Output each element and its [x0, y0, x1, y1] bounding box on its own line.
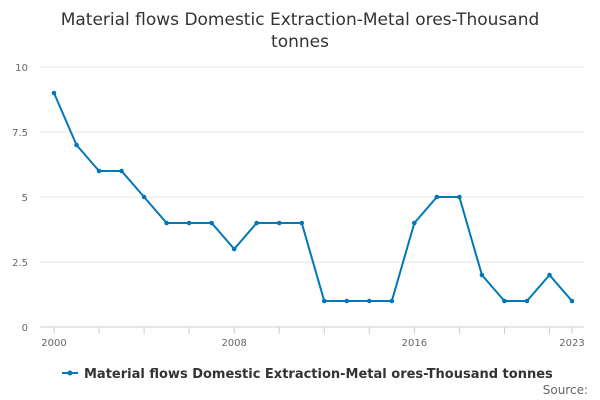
data-point-2004[interactable]: [141, 194, 147, 200]
data-point-2002[interactable]: [96, 168, 102, 174]
data-point-2006[interactable]: [186, 220, 192, 226]
y-axis-tick-labels: 0 2.5 5 7.5 10: [12, 63, 28, 334]
y-tick-label-1: 2.5: [12, 258, 28, 269]
chart-title-line-2: tonnes: [271, 32, 329, 52]
data-point-2014[interactable]: [367, 298, 372, 304]
data-point-2001[interactable]: [74, 142, 79, 148]
data-point-2018[interactable]: [457, 194, 462, 200]
data-point-2019[interactable]: [479, 272, 485, 278]
x-tick-label-2: 2016: [402, 338, 427, 349]
data-point-2017[interactable]: [434, 194, 440, 200]
data-point-2023[interactable]: [569, 298, 575, 304]
data-point-2003[interactable]: [119, 168, 124, 174]
gridlines: [40, 66, 584, 263]
x-tick-label-1: 2008: [221, 338, 246, 349]
data-point-2021[interactable]: [524, 298, 530, 304]
source-label: Source:: [543, 383, 588, 397]
data-point-2007[interactable]: [209, 220, 214, 226]
legend-swatch-marker: [67, 370, 73, 376]
data-point-2009[interactable]: [254, 220, 259, 226]
data-point-2020[interactable]: [502, 298, 507, 304]
series-group: [51, 90, 575, 304]
series-line-0: [53, 92, 573, 302]
data-point-2005[interactable]: [164, 220, 169, 226]
data-point-2013[interactable]: [344, 298, 350, 304]
data-point-2022[interactable]: [547, 272, 552, 278]
x-tick-label-0: 2000: [41, 338, 66, 349]
x-tick-label-3: 2023: [559, 338, 584, 349]
data-point-2010[interactable]: [276, 220, 282, 226]
legend-label: Material flows Domestic Extraction-Metal…: [84, 367, 553, 382]
x-axis-ticks: 2000 2008 2016 2023: [41, 327, 585, 349]
y-tick-label-2: 5: [22, 193, 28, 204]
data-point-2016[interactable]: [412, 220, 417, 226]
legend[interactable]: Material flows Domestic Extraction-Metal…: [62, 367, 553, 382]
data-point-2015[interactable]: [389, 298, 395, 304]
chart-title-line-1: Material flows Domestic Extraction-Metal…: [61, 10, 540, 30]
y-tick-label-4: 10: [15, 63, 28, 74]
data-point-2008[interactable]: [231, 246, 237, 252]
data-point-2012[interactable]: [321, 298, 327, 304]
data-point-2000[interactable]: [51, 90, 57, 96]
y-tick-label-0: 0: [22, 323, 28, 334]
y-tick-label-3: 7.5: [12, 128, 28, 139]
data-point-2011[interactable]: [299, 220, 305, 226]
